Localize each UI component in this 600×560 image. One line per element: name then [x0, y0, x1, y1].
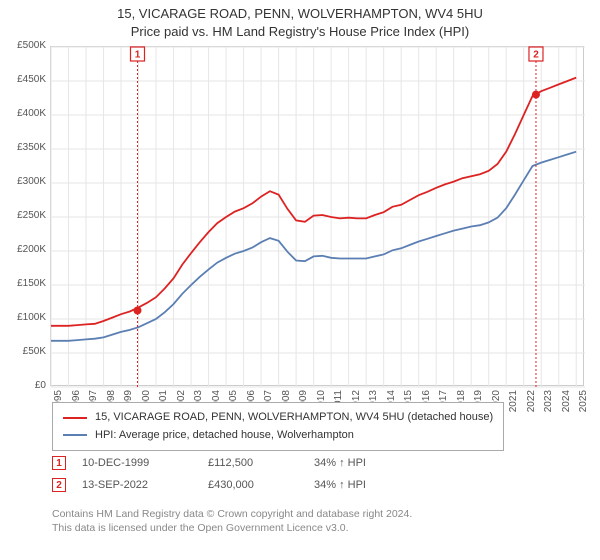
legend-label: 15, VICARAGE ROAD, PENN, WOLVERHAMPTON, …: [95, 409, 493, 427]
event-table: 1 10-DEC-1999 £112,500 34% ↑ HPI 2 13-SEP-202…: [52, 452, 366, 496]
event-price: £430,000: [208, 479, 298, 491]
footer-line-1: Contains HM Land Registry data © Crown c…: [52, 508, 412, 522]
event-delta: 34% ↑ HPI: [314, 457, 366, 469]
chart-title-sub: Price paid vs. HM Land Registry's House …: [0, 24, 600, 39]
x-tick-label: 2023: [543, 390, 554, 420]
legend-item: 15, VICARAGE ROAD, PENN, WOLVERHAMPTON, …: [63, 409, 493, 427]
y-tick-label: £500K: [6, 40, 46, 51]
footer-line-2: This data is licensed under the Open Gov…: [52, 522, 412, 536]
legend-label: HPI: Average price, detached house, Wolv…: [95, 427, 354, 445]
svg-text:2: 2: [533, 50, 539, 61]
x-tick-label: 2021: [508, 390, 519, 420]
event-delta: 34% ↑ HPI: [314, 479, 366, 491]
y-tick-label: £300K: [6, 176, 46, 187]
y-tick-label: £250K: [6, 210, 46, 221]
event-price: £112,500: [208, 457, 298, 469]
y-tick-label: £50K: [6, 346, 46, 357]
svg-text:1: 1: [135, 50, 141, 61]
y-tick-label: £0: [6, 380, 46, 391]
event-marker-box: 2: [52, 478, 66, 492]
y-tick-label: £100K: [6, 312, 46, 323]
event-row: 2 13-SEP-2022 £430,000 34% ↑ HPI: [52, 474, 366, 496]
y-tick-label: £400K: [6, 108, 46, 119]
legend-swatch: [63, 417, 87, 419]
chart-title-main: 15, VICARAGE ROAD, PENN, WOLVERHAMPTON, …: [0, 6, 600, 21]
x-tick-label: 2022: [526, 390, 537, 420]
x-tick-label: 2024: [561, 390, 572, 420]
y-tick-label: £450K: [6, 74, 46, 85]
legend-item: HPI: Average price, detached house, Wolv…: [63, 427, 493, 445]
event-row: 1 10-DEC-1999 £112,500 34% ↑ HPI: [52, 452, 366, 474]
chart-footer: Contains HM Land Registry data © Crown c…: [52, 508, 412, 535]
x-tick-label: 2025: [578, 390, 589, 420]
y-tick-label: £150K: [6, 278, 46, 289]
y-tick-label: £200K: [6, 244, 46, 255]
chart-legend: 15, VICARAGE ROAD, PENN, WOLVERHAMPTON, …: [52, 402, 504, 451]
event-date: 10-DEC-1999: [82, 457, 192, 469]
event-marker-box: 1: [52, 456, 66, 470]
y-tick-label: £350K: [6, 142, 46, 153]
event-date: 13-SEP-2022: [82, 479, 192, 491]
chart-plot-area: 12: [50, 46, 584, 386]
legend-swatch: [63, 434, 87, 436]
